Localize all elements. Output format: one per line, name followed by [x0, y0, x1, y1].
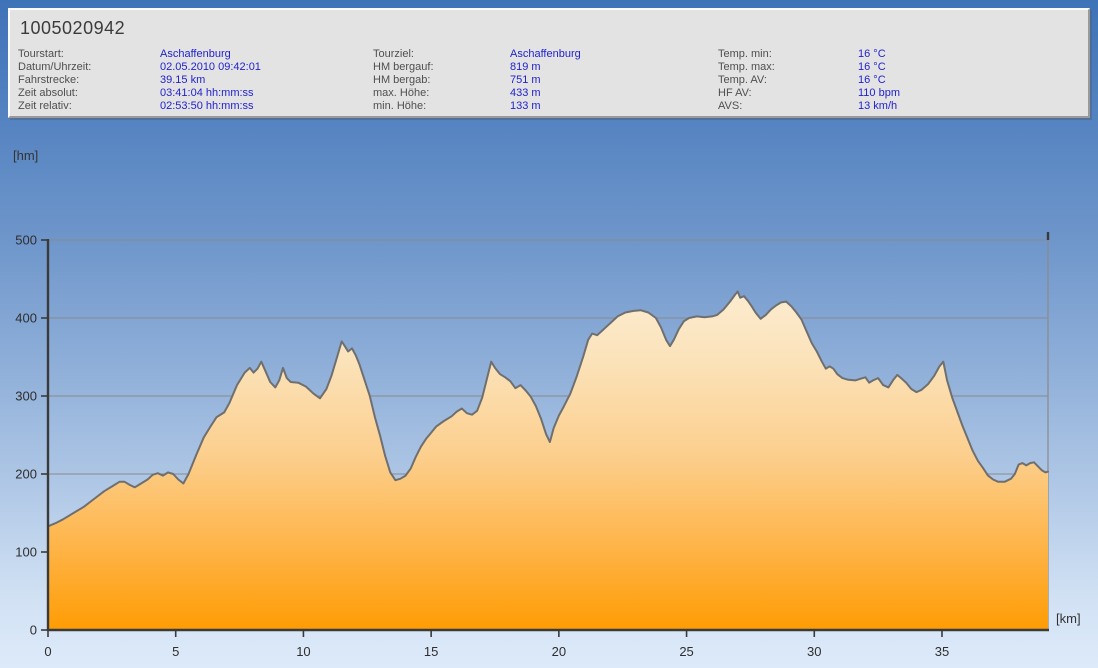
x-tick-label: 10: [296, 644, 310, 659]
elevation-line: [47, 290, 1049, 528]
stat-row: Zeit relativ: 02:53:50 hh:mm:ss: [18, 100, 261, 113]
stat-row: HF AV: 110 bpm: [718, 87, 900, 100]
stat-row: max. Höhe: 433 m: [373, 87, 581, 100]
stat-row: Temp. AV: 16 °C: [718, 74, 900, 87]
stat-row: Zeit absolut: 03:41:04 hh:mm:ss: [18, 87, 261, 100]
stat-label: Fahrstrecke:: [18, 73, 80, 86]
stat-row: AVS: 13 km/h: [718, 100, 900, 113]
stat-label: Tourziel:: [373, 48, 414, 60]
x-tick-label: 25: [679, 644, 693, 659]
stat-label: Datum/Uhrzeit:: [18, 60, 92, 73]
elevation-area: [48, 291, 1048, 630]
stat-label: Temp. min:: [718, 48, 772, 60]
stat-value: 02:53:50 hh:mm:ss: [160, 99, 254, 112]
stat-row: Tourziel: Aschaffenburg: [373, 48, 581, 61]
stat-label: Zeit relativ:: [18, 99, 72, 112]
stats-column-3: Temp. min: 16 °C Temp. max: 16 °C Temp. AV: 1…: [718, 48, 900, 113]
y-tick-label: 300: [15, 389, 37, 404]
stat-row: HM bergab: 751 m: [373, 74, 581, 87]
tour-summary-panel: 1005020942 Tourstart: Aschaffenburg Datum/…: [8, 8, 1090, 118]
stat-value: 751 m: [510, 73, 541, 86]
stat-row: min. Höhe: 133 m: [373, 100, 581, 113]
y-tick-label: 0: [30, 623, 37, 638]
stat-value: Aschaffenburg: [160, 48, 231, 60]
stat-label: max. Höhe:: [373, 86, 430, 99]
x-axis-unit-label: [km]: [1056, 611, 1081, 626]
x-tick-label: 20: [552, 644, 566, 659]
stat-label: Temp. AV:: [718, 73, 767, 86]
stat-row: HM bergauf: 819 m: [373, 61, 581, 74]
stats-column-2: Tourziel: Aschaffenburg HM bergauf: 819 m HM…: [373, 48, 581, 113]
stat-value: Aschaffenburg: [510, 48, 581, 60]
stat-row: Fahrstrecke: 39.15 km: [18, 74, 261, 87]
y-axis-unit-label: [hm]: [13, 148, 39, 163]
stat-value: 110 bpm: [858, 86, 900, 99]
stat-value: 819 m: [510, 60, 541, 73]
stat-label: HM bergab:: [373, 73, 431, 86]
y-tick-label: 400: [15, 311, 37, 326]
stat-label: HM bergauf:: [373, 60, 434, 73]
x-tick-label: 0: [44, 644, 51, 659]
stat-value: 03:41:04 hh:mm:ss: [160, 86, 254, 99]
stat-row: Datum/Uhrzeit: 02.05.2010 09:42:01: [18, 61, 261, 74]
stat-row: Temp. min: 16 °C: [718, 48, 900, 61]
x-tick-label: 5: [172, 644, 179, 659]
stat-value: 433 m: [510, 86, 541, 99]
x-tick-label: 15: [424, 644, 438, 659]
y-tick-label: 100: [15, 545, 37, 560]
tour-id-title: 1005020942: [20, 18, 126, 38]
stats-column-1: Tourstart: Aschaffenburg Datum/Uhrzeit: 02.…: [18, 48, 261, 113]
stat-label: AVS:: [718, 99, 743, 112]
stat-label: HF AV:: [718, 86, 752, 99]
stat-value: 16 °C: [858, 48, 886, 60]
stat-value: 16 °C: [858, 73, 886, 86]
y-tick-label: 500: [15, 233, 37, 248]
stat-label: Temp. max:: [718, 60, 775, 73]
stat-row: Tourstart: Aschaffenburg: [18, 48, 261, 61]
x-tick-label: 35: [935, 644, 949, 659]
stat-value: 13 km/h: [858, 99, 898, 112]
stat-label: min. Höhe:: [373, 99, 427, 112]
stat-label: Zeit absolut:: [18, 86, 78, 99]
stat-value: 02.05.2010 09:42:01: [160, 60, 261, 73]
y-tick-label: 200: [15, 467, 37, 482]
stat-value: 39.15 km: [160, 73, 206, 86]
stat-value: 16 °C: [858, 60, 886, 73]
x-tick-label: 30: [807, 644, 821, 659]
stat-label: Tourstart:: [18, 48, 64, 60]
stat-value: 133 m: [510, 99, 541, 112]
stat-row: Temp. max: 16 °C: [718, 61, 900, 74]
